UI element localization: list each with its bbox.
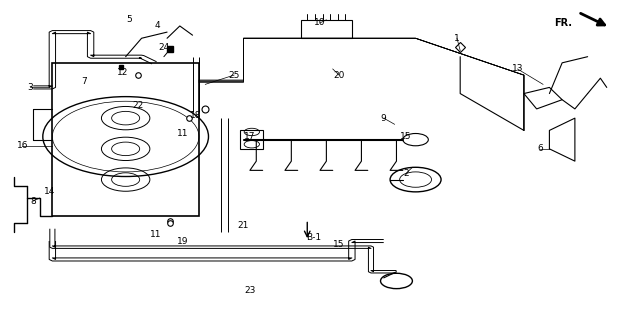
- Text: 10: 10: [314, 18, 326, 27]
- Text: 15: 15: [400, 132, 412, 141]
- Text: 2: 2: [403, 169, 409, 178]
- Text: 15: 15: [333, 240, 345, 249]
- Text: 5: 5: [126, 15, 132, 24]
- Text: 11: 11: [150, 230, 161, 239]
- Text: 23: 23: [244, 286, 255, 295]
- Text: B-1: B-1: [306, 233, 321, 242]
- Text: 12: 12: [116, 68, 128, 77]
- Text: 21: 21: [238, 221, 249, 230]
- Text: 16: 16: [17, 141, 28, 150]
- Text: 6: 6: [537, 144, 543, 153]
- Text: 3: 3: [27, 83, 33, 92]
- Text: 11: 11: [177, 129, 189, 138]
- Text: 14: 14: [44, 187, 55, 196]
- Text: 7: 7: [81, 77, 87, 86]
- Text: 9: 9: [381, 114, 387, 123]
- Text: 24: 24: [158, 43, 170, 52]
- Text: 13: 13: [512, 64, 524, 73]
- Text: 25: 25: [228, 71, 239, 80]
- Text: 18: 18: [190, 111, 202, 120]
- Text: 17: 17: [244, 132, 255, 141]
- Text: FR.: FR.: [554, 18, 572, 28]
- Text: 4: 4: [155, 21, 161, 30]
- Text: 19: 19: [177, 237, 189, 246]
- Text: 1: 1: [454, 34, 460, 43]
- Text: 22: 22: [132, 101, 144, 110]
- Text: 20: 20: [333, 71, 345, 80]
- Text: 8: 8: [30, 197, 36, 206]
